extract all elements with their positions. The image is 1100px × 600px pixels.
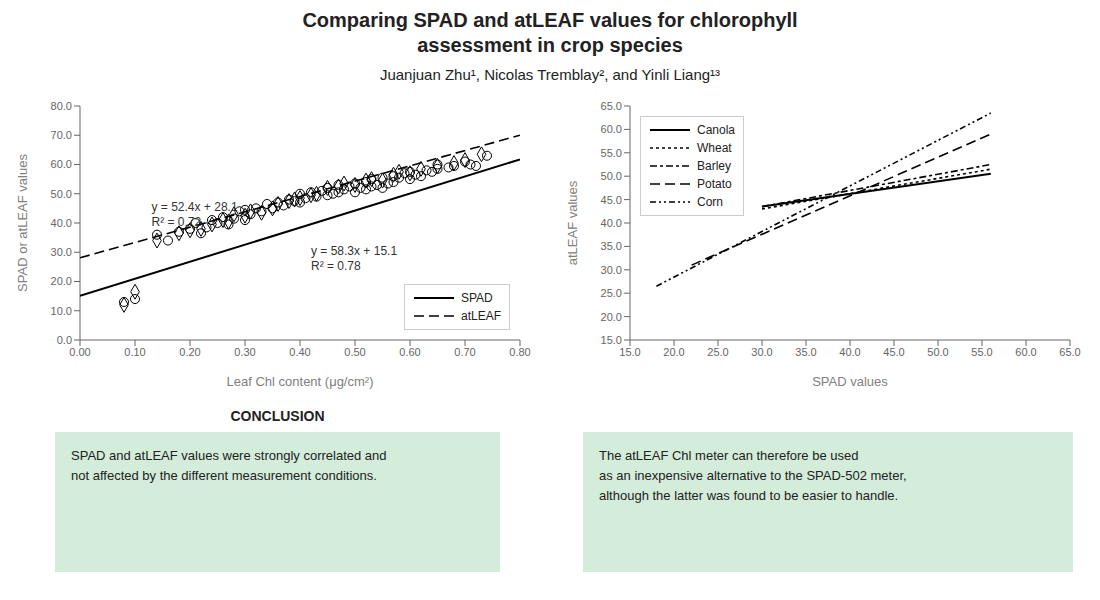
html-text:CONCLUSION: CONCLUSION [230, 408, 325, 424]
svg-text:20.0: 20.0 [601, 311, 622, 323]
html-text:Wheat: Wheat [697, 141, 732, 155]
svg-text:10.0: 10.0 [51, 305, 72, 317]
svg-text:SPAD or atLEAF values: SPAD or atLEAF values [15, 154, 30, 292]
svg-text:y = 52.4x + 28.1R² = 0.72: y = 52.4x + 28.1R² = 0.72 [152, 200, 238, 229]
html-text:Potato: Potato [697, 177, 732, 191]
svg-text:50.0: 50.0 [51, 188, 72, 200]
svg-text:35.0: 35.0 [795, 346, 816, 358]
svg-text:60.0: 60.0 [51, 158, 72, 170]
html-text:Canola: Canola [697, 123, 735, 137]
svg-text:0.00: 0.00 [69, 346, 90, 358]
svg-text:70.0: 70.0 [51, 129, 72, 141]
html-text:SPAD: SPAD [461, 291, 493, 305]
svg-text:0.80: 0.80 [509, 346, 530, 358]
html-text:SPAD and atLEAF values were st: SPAD and atLEAF values were strongly cor… [71, 448, 387, 483]
svg-text:50.0: 50.0 [601, 170, 622, 182]
svg-text:25.0: 25.0 [707, 346, 728, 358]
svg-text:25.0: 25.0 [601, 287, 622, 299]
svg-text:0.70: 0.70 [454, 346, 475, 358]
svg-text:60.0: 60.0 [601, 123, 622, 135]
svg-text:y = 58.3x + 15.1R² = 0.78: y = 58.3x + 15.1R² = 0.78 [311, 244, 397, 273]
svg-text:0.20: 0.20 [179, 346, 200, 358]
svg-text:15.0: 15.0 [601, 334, 622, 346]
svg-text:SPAD values: SPAD values [812, 374, 888, 389]
svg-text:40.0: 40.0 [839, 346, 860, 358]
svg-text:30.0: 30.0 [601, 264, 622, 276]
html-text:Corn: Corn [697, 195, 723, 209]
svg-text:15.0: 15.0 [619, 346, 640, 358]
html-text:The atLEAF Chl meter can there: The atLEAF Chl meter can therefore be us… [599, 448, 907, 503]
html-text:Comparing SPAD and atLEAF valu: Comparing SPAD and atLEAF values for chl… [302, 9, 798, 56]
html-text:Barley: Barley [697, 159, 731, 173]
svg-text:30.0: 30.0 [751, 346, 772, 358]
svg-text:0.0: 0.0 [57, 334, 72, 346]
svg-text:0.40: 0.40 [289, 346, 310, 358]
svg-text:20.0: 20.0 [51, 275, 72, 287]
svg-text:40.0: 40.0 [601, 217, 622, 229]
svg-text:45.0: 45.0 [883, 346, 904, 358]
svg-text:0.30: 0.30 [234, 346, 255, 358]
svg-text:50.0: 50.0 [927, 346, 948, 358]
svg-text:35.0: 35.0 [601, 240, 622, 252]
svg-text:Leaf Chl content (μg/cm²): Leaf Chl content (μg/cm²) [227, 374, 374, 389]
svg-text:20.0: 20.0 [663, 346, 684, 358]
html-text:atLEAF: atLEAF [461, 309, 501, 323]
svg-text:55.0: 55.0 [971, 346, 992, 358]
svg-text:atLEAF values: atLEAF values [565, 180, 580, 265]
svg-text:65.0: 65.0 [1059, 346, 1080, 358]
svg-text:45.0: 45.0 [601, 194, 622, 206]
html-text:Juanjuan Zhu¹, Nicolas Trembla: Juanjuan Zhu¹, Nicolas Tremblay², and Yi… [379, 66, 721, 83]
svg-text:0.10: 0.10 [124, 346, 145, 358]
svg-text:0.50: 0.50 [344, 346, 365, 358]
svg-text:60.0: 60.0 [1015, 346, 1036, 358]
svg-text:30.0: 30.0 [51, 246, 72, 258]
svg-text:40.0: 40.0 [51, 217, 72, 229]
svg-text:55.0: 55.0 [601, 147, 622, 159]
svg-text:80.0: 80.0 [51, 100, 72, 112]
svg-text:0.60: 0.60 [399, 346, 420, 358]
svg-text:65.0: 65.0 [601, 100, 622, 112]
